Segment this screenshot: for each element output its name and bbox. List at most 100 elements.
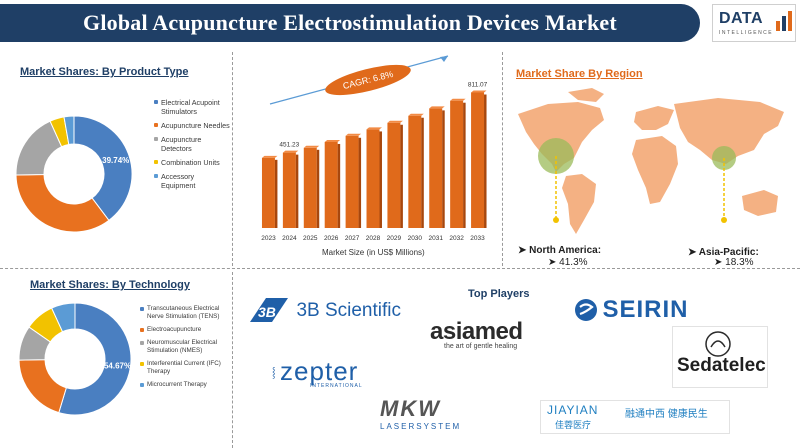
jiayian-name: JIAYIAN: [547, 403, 599, 417]
zepter-name: zepter: [280, 356, 359, 386]
bar-side-2032: [463, 102, 466, 228]
tech-legend-item-3: Interferential Current (IFC) Therapy: [140, 360, 232, 376]
bar-data-label-2024: 451.23: [279, 142, 299, 149]
tech-slice-4: [51, 302, 76, 333]
bar-tick-2029: 2029: [387, 235, 402, 242]
product-legend-swatch-0: [154, 100, 158, 104]
svg-text:3B: 3B: [258, 304, 276, 320]
product-legend-swatch-1: [154, 123, 158, 127]
product-slice-4: [63, 115, 75, 146]
bar-top-2023: [261, 155, 278, 158]
bar-2026: [324, 141, 338, 228]
bar-top-2026: [324, 139, 341, 142]
bar-tick-2024: 2024: [282, 235, 297, 242]
tech-legend-item-1: Electroacupuncture: [140, 326, 232, 334]
player-seirin: SEIRIN: [574, 296, 688, 324]
bar-tick-2027: 2027: [345, 235, 360, 242]
asia-pacific-pointer-dot: [721, 217, 727, 223]
bar-2028: [366, 129, 380, 228]
bar-side-2024: [295, 154, 299, 228]
south-america-shape: [562, 174, 596, 234]
jiayian-sub: 佳蓉医疗: [555, 420, 592, 430]
product-slice-0: [73, 115, 133, 222]
player-mkw: MKW LASERSYSTEM: [380, 396, 461, 431]
product-legend-label-4: Accessory Equipment: [161, 172, 196, 190]
bar-tick-2026: 2026: [324, 235, 339, 242]
bar-side-2033: [484, 94, 487, 228]
product-legend-label-0: Electrical Acupoint Stimulators: [161, 98, 220, 116]
tech-legend-item-0: Transcutaneous Electrical Nerve Stimulat…: [140, 305, 232, 321]
product-legend-swatch-4: [154, 174, 158, 178]
seirin-name: SEIRIN: [602, 296, 689, 323]
tech-legend-label-3: Interferential Current (IFC) Therapy: [147, 360, 221, 375]
tech-legend-label-1: Electroacupuncture: [147, 326, 202, 333]
tech-legend-swatch-1: [140, 328, 144, 332]
bar-top-2031: [429, 106, 445, 109]
divider-left: [0, 268, 240, 269]
bar-2030: [408, 115, 422, 228]
bar-side-2025: [316, 149, 320, 228]
sedatelec-logo-icon: [705, 331, 731, 357]
player-jiayian: JIAYIAN 佳蓉医疗 融通中西 健康民生: [540, 400, 730, 434]
bar-side-2028: [379, 131, 382, 228]
bar-top-2028: [366, 127, 382, 130]
bar-side-2031: [442, 110, 445, 228]
bar-2023: [261, 157, 275, 228]
tech-legend-label-4: Microcurrent Therapy: [147, 381, 207, 388]
tech-slice-label-0: 54.67%: [104, 361, 131, 370]
market-size-bar-chart: 2023 2024 451.23 2025 2026 2027 2028 2029 2030 20…: [261, 55, 488, 242]
bar-2029: [387, 122, 401, 228]
region-title: Market Share By Region: [516, 68, 643, 80]
brand-logo: DATA INTELLIGENCE: [712, 4, 796, 42]
bar-side-2026: [337, 143, 341, 228]
logo-subtitle: INTELLIGENCE: [719, 30, 774, 36]
logo-wordmark: DATA: [719, 10, 764, 27]
tech-legend-swatch-0: [140, 307, 144, 311]
player-sedatelec: Sedatelec: [672, 326, 768, 388]
greenland-shape: [568, 88, 604, 102]
bar-tick-2033: 2033: [470, 235, 485, 242]
divider-v1: [232, 52, 233, 266]
tech-slice-1: [18, 359, 67, 414]
product-donut-chart: 39.74%: [15, 115, 133, 233]
product-legend-item-4: Accessory Equipment: [154, 172, 230, 190]
bar-2027: [345, 135, 359, 228]
australia-shape: [742, 190, 778, 216]
bar-top-2032: [450, 98, 466, 101]
bar-tick-2030: 2030: [408, 235, 423, 242]
north-america-shape: [518, 102, 604, 172]
asia-pacific-value: ➤ 18.3%: [714, 257, 754, 268]
bar-2025: [303, 147, 317, 228]
jiayian-chinese-slogan: 融通中西 健康民生: [625, 409, 708, 420]
bar-side-2030: [421, 117, 424, 228]
bar-side-2029: [400, 124, 403, 228]
title-banner: [0, 4, 700, 42]
tech-legend-swatch-3: [140, 362, 144, 366]
product-slice-1: [15, 173, 110, 233]
asia-shape: [674, 98, 784, 164]
player-asiamed: asiamed the art of gentle healing: [430, 318, 523, 350]
north-america-pointer-dot: [553, 217, 559, 223]
bar-data-label-2033: 811.07: [468, 82, 488, 89]
bar-side-2027: [358, 137, 362, 228]
cagr-badge: [325, 64, 411, 96]
divider-v3: [232, 272, 233, 448]
product-legend: Electrical Acupoint Stimulators Acupunctu…: [154, 98, 230, 195]
tech-legend-item-4: Microcurrent Therapy: [140, 381, 232, 389]
technology-title: Market Shares: By Technology: [30, 279, 190, 291]
divider-mid: [232, 268, 800, 269]
bar-2032: [450, 100, 464, 228]
technology-legend: Transcutaneous Electrical Nerve Stimulat…: [140, 305, 232, 394]
product-legend-item-0: Electrical Acupoint Stimulators: [154, 98, 230, 116]
product-type-title: Market Shares: By Product Type: [20, 66, 189, 78]
north-america-label: ➤ North America:: [518, 245, 602, 256]
product-legend-item-3: Combination Units: [154, 158, 230, 167]
asia-pacific-label: ➤ Asia-Pacific:: [688, 247, 759, 258]
bar-top-2030: [408, 113, 424, 116]
zepter-mark-icon: ⸾: [272, 367, 276, 379]
tech-legend-swatch-2: [140, 341, 144, 345]
cagr-arrow-head-icon: [440, 56, 448, 62]
top-players-title: Top Players: [468, 288, 530, 300]
bar-2033: [471, 92, 485, 228]
bar-tick-2028: 2028: [366, 235, 381, 242]
